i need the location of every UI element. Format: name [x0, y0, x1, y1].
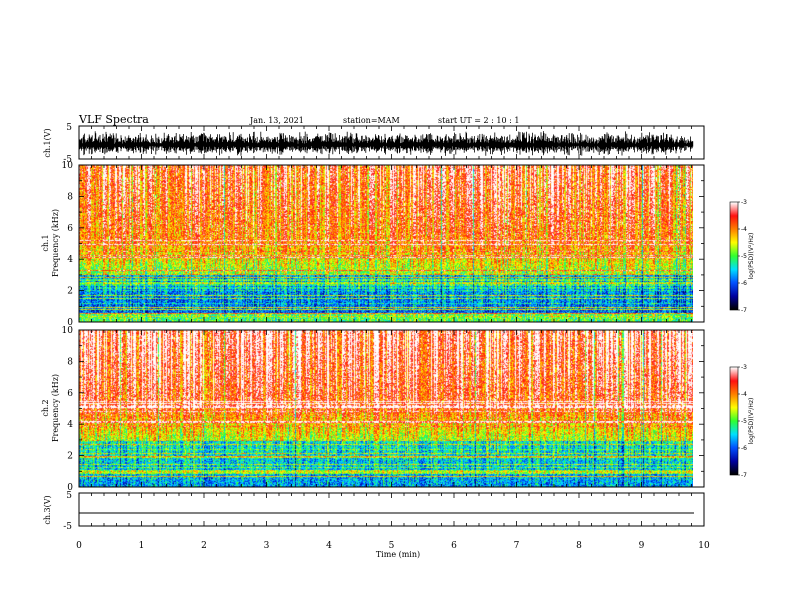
y-tick-label: 4 [67, 255, 73, 265]
ch1-spectrogram-panel: ch.1 Frequency (kHz) [41, 164, 705, 323]
ch3-ytick-neg5: -5 [63, 522, 72, 532]
colorbar-tick-label: -4 [741, 391, 747, 398]
x-tick-labels: 0 1 2 3 4 5 6 7 8 9 10 [76, 541, 710, 551]
colorbar-tick-label: -7 [741, 472, 747, 479]
colorbar-label: log(PSD)(V²/Hz) [748, 398, 755, 445]
colorbar-tick-label: -3 [741, 364, 747, 371]
x-tick-label: 1 [139, 541, 145, 551]
ch1-ytick-5: 5 [66, 123, 72, 133]
y-tick-label: 8 [67, 192, 73, 202]
x-tick-label: 6 [451, 541, 457, 551]
x-tick-label: 8 [576, 541, 582, 551]
spec1-pixels [79, 165, 693, 322]
x-tick-label: 4 [326, 541, 332, 551]
colorbar-gradient [730, 367, 738, 475]
x-tick-label: 2 [201, 541, 207, 551]
ch2-spec-ylabel-line2: Frequency (kHz) [51, 374, 60, 442]
y-tick-label: 2 [67, 452, 73, 462]
start-time-label: start UT = 2 : 10 : 1 [438, 116, 519, 125]
x-tick-label: 7 [514, 541, 520, 551]
y-tick-label: 4 [67, 420, 73, 430]
colorbar-tick-label: -3 [741, 199, 747, 206]
x-tick-label: 3 [264, 541, 270, 551]
ch1-colorbar: -3 -4 -5 -6 -7 log(PSD)(V²/Hz) [729, 199, 755, 314]
ch1-spectrogram-image [79, 165, 693, 322]
colorbar-gradient [730, 202, 738, 310]
y-tick-label: 8 [67, 357, 73, 367]
ch2-colorbar: -3 -4 -5 -6 -7 log(PSD)(V²/Hz) [729, 364, 755, 479]
ch1-waveform-panel: 5 -5 ch.1(V) [43, 123, 705, 165]
colorbar-tick-label: -4 [741, 226, 747, 233]
x-tick-label: 5 [389, 541, 395, 551]
colorbar-label: log(PSD)(V²/Hz) [748, 233, 755, 280]
figure-title: VLF Spectra [78, 113, 149, 126]
colorbar-tick-label: -6 [741, 280, 747, 287]
station-label: station=MAM [343, 116, 400, 125]
y-tick-label: 2 [67, 287, 73, 297]
ch1-ytick-neg5: -5 [63, 155, 72, 165]
y-tick-label: 10 [62, 326, 74, 336]
colorbar-tick-label: -7 [741, 307, 747, 314]
colorbar-tick-label: -5 [741, 418, 747, 425]
x-tick-label: 10 [698, 541, 710, 551]
ch2-spectrogram-panel: ch.2 Frequency (kHz) [41, 329, 705, 488]
x-tick-label: 9 [639, 541, 645, 551]
y-tick-label: 6 [67, 389, 73, 399]
colorbar-tick-label: -5 [741, 253, 747, 260]
ch1-spec-ylabel-line2: Frequency (kHz) [51, 209, 60, 277]
x-tick-label: 0 [76, 541, 82, 551]
ch2-spectrogram-image [79, 330, 693, 487]
ch3-waveform-panel: 5 -5 ch.3(V) [43, 491, 705, 532]
ch3-ytick-5: 5 [66, 491, 72, 501]
y-tick-label: 6 [67, 224, 73, 234]
date-label: Jan. 13, 2021 [249, 116, 304, 125]
ch1-ylabel: ch.1(V) [43, 128, 52, 157]
ch1-spec-ylabel-line1: ch.1 [41, 234, 50, 251]
y-tick-label: 10 [62, 161, 74, 171]
colorbar-tick-label: -6 [741, 445, 747, 452]
y-tick-label: 0 [67, 483, 73, 493]
ch2-spec-ylabel-line1: ch.2 [41, 399, 50, 416]
x-axis-label: Time (min) [376, 550, 420, 559]
ch3-ylabel: ch.3(V) [43, 495, 52, 524]
y-tick-label: 0 [67, 318, 73, 328]
spec2-pixels [79, 330, 693, 487]
